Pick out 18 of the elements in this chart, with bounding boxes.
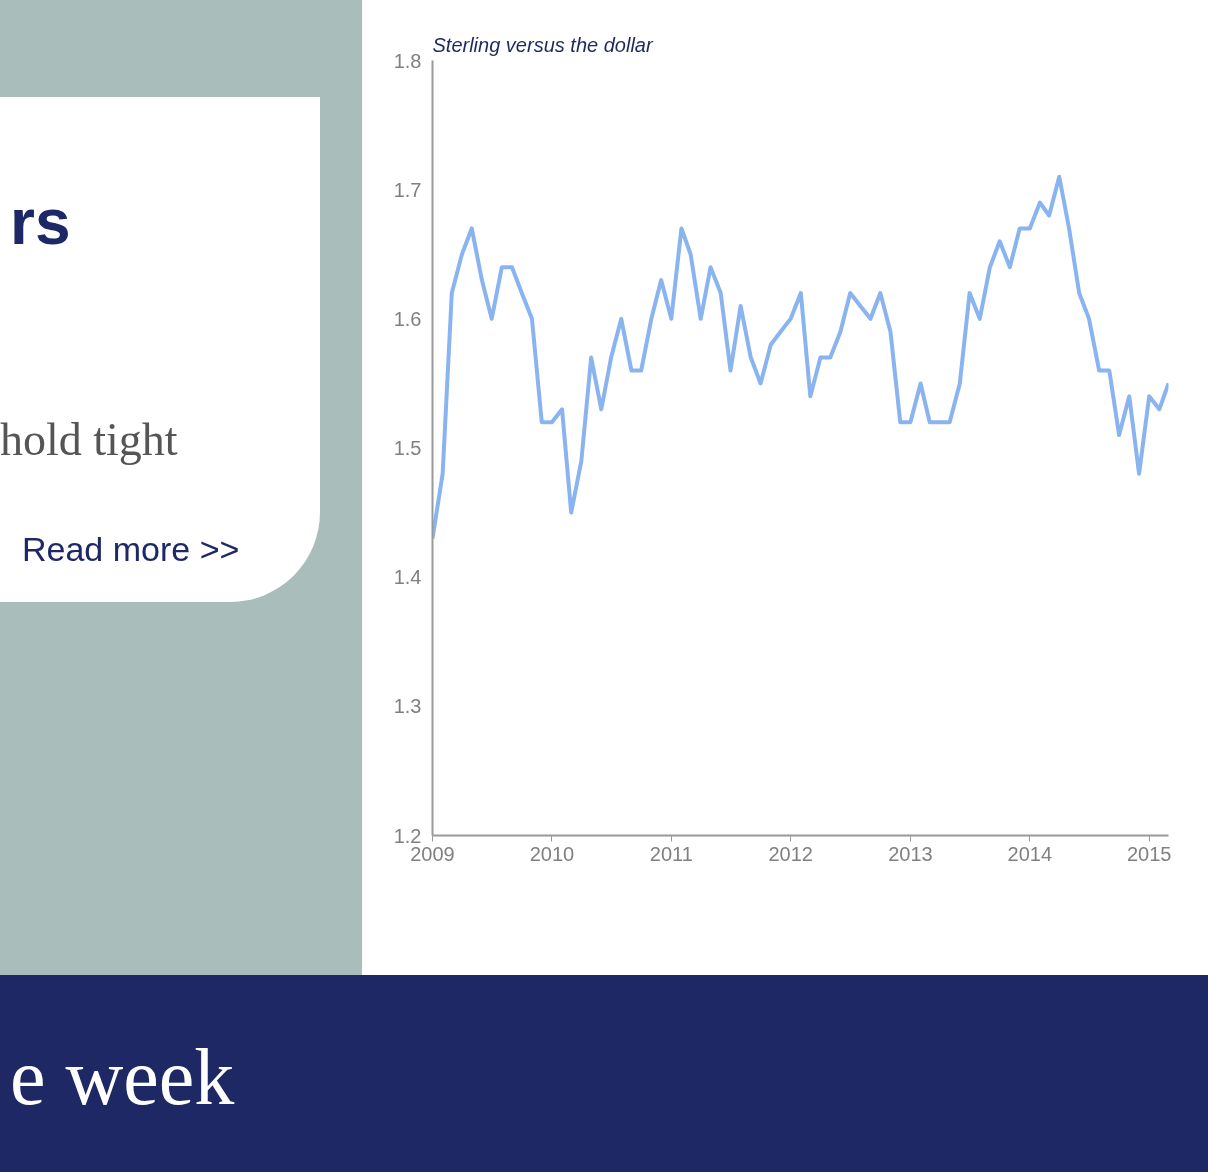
x-tick-label: 2014	[1007, 842, 1053, 865]
text: Read more >>	[22, 529, 240, 570]
y-tick-label: 1.8	[393, 49, 422, 72]
text: hold tight	[0, 413, 178, 467]
y-tick-label: 1.4	[393, 566, 422, 589]
x-tick-label: 2011	[649, 842, 693, 865]
y-tick-label: 1.3	[393, 695, 422, 718]
x-tick-label: 2012	[768, 842, 813, 865]
text: rs	[10, 185, 71, 260]
x-tick-label: 2013	[888, 842, 933, 865]
text: e week	[10, 1032, 235, 1123]
x-tick-label: 2010	[529, 842, 575, 865]
y-tick-label: 1.7	[393, 178, 422, 201]
y-tick-label: 1.6	[393, 307, 422, 330]
y-tick-label: 1.5	[393, 437, 422, 459]
chart-title: Sterling versus the dollar	[432, 33, 654, 56]
line-series	[432, 174, 1169, 541]
x-tick-label: 2015	[1126, 842, 1172, 865]
